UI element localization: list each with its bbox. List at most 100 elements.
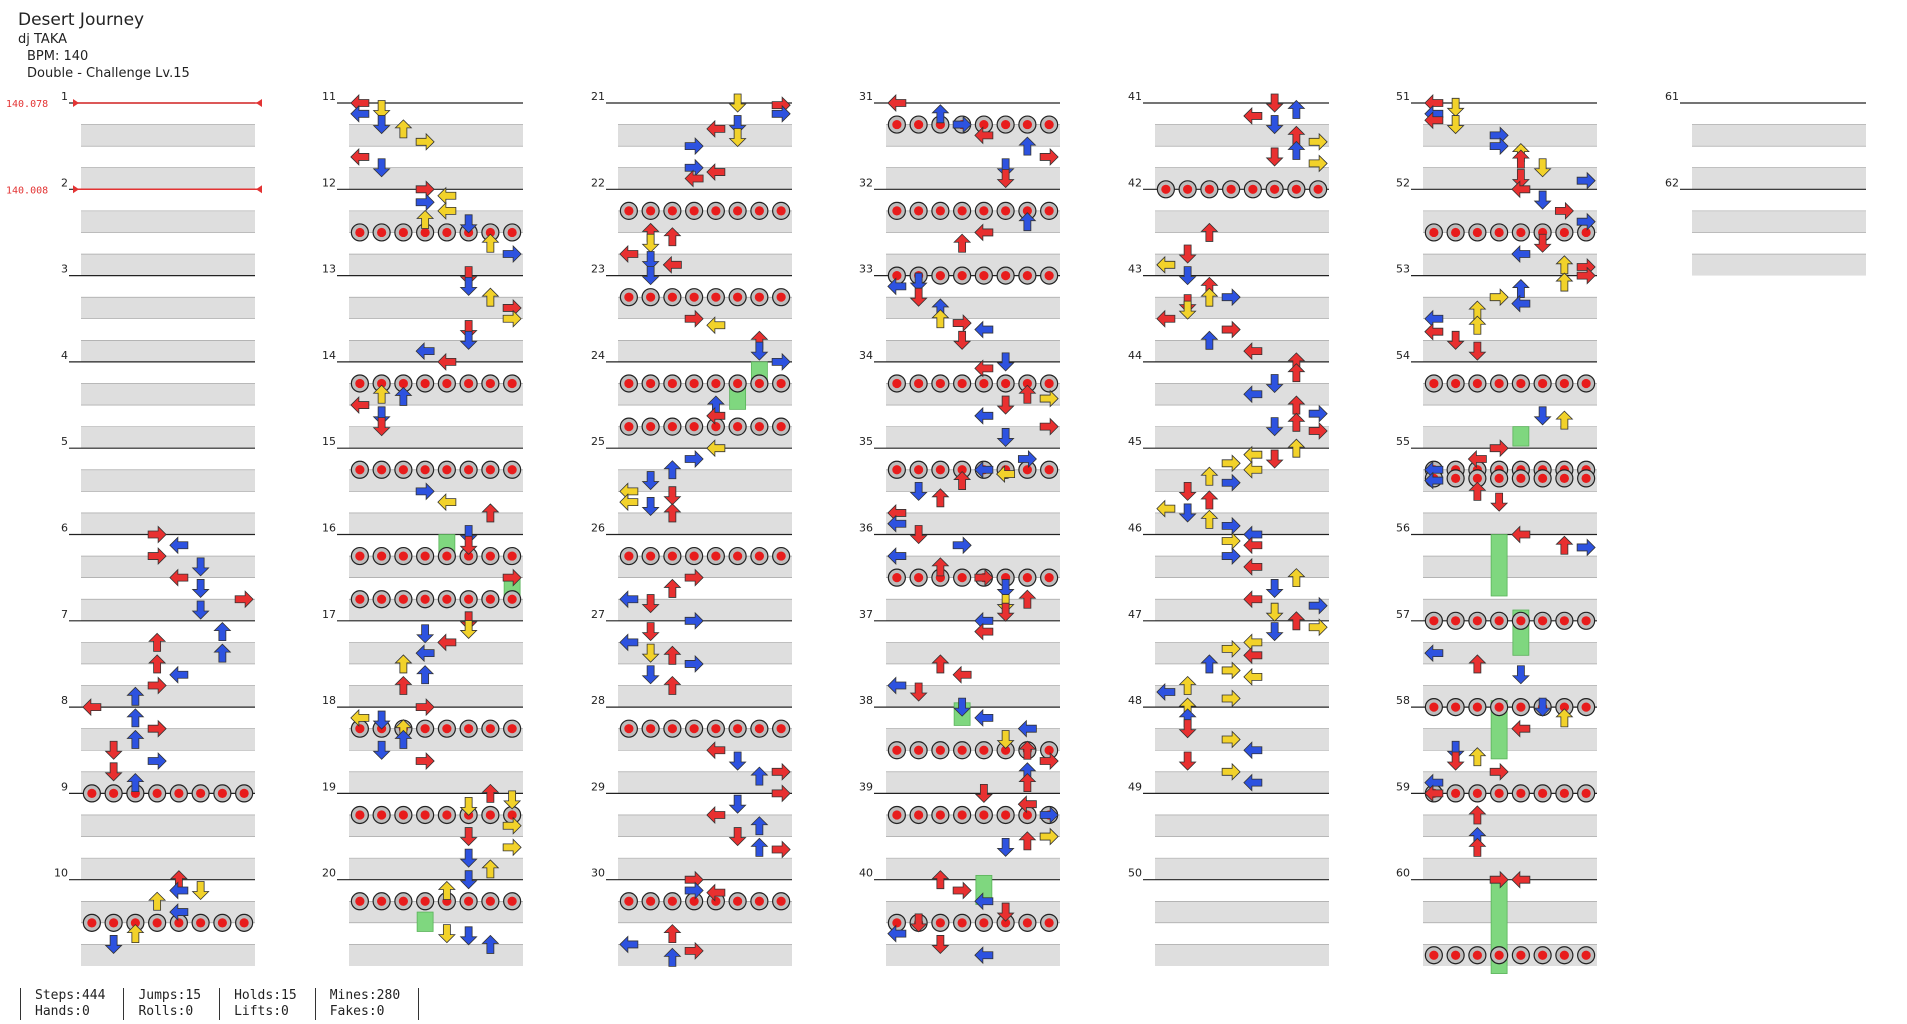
stat-steps: Steps:444: [35, 988, 106, 1003]
step-arrow: [1221, 639, 1241, 658]
step-arrow: [191, 600, 210, 620]
mine-core: [377, 551, 387, 561]
mine-core: [1472, 473, 1482, 484]
step-arrow: [169, 903, 189, 922]
step-arrow: [437, 201, 457, 220]
step-arrow: [1265, 374, 1284, 394]
mine-core: [754, 292, 764, 302]
bpm-change-label: 140.078: [6, 99, 48, 110]
measure-number: 10: [54, 867, 68, 880]
mine-core: [1516, 788, 1526, 799]
mine-core: [1472, 702, 1482, 712]
mine-core: [377, 227, 387, 238]
beat-band: [1155, 814, 1329, 837]
beat-band: [81, 426, 255, 449]
step-arrow: [771, 840, 791, 859]
step-arrow: [191, 557, 210, 577]
mine-core: [442, 594, 452, 604]
beat-band: [1423, 556, 1597, 578]
beat-band: [618, 340, 792, 362]
mine-core: [689, 378, 699, 389]
stat-jumps: Jumps:15: [138, 988, 202, 1003]
mine-core: [914, 119, 924, 130]
step-arrow: [1287, 438, 1306, 458]
step-arrow: [909, 913, 928, 933]
mine-core: [1429, 378, 1439, 389]
measure-number: 30: [591, 867, 605, 880]
step-arrow: [416, 624, 435, 644]
step-arrow: [1555, 535, 1574, 555]
step-arrow: [684, 568, 704, 587]
mine-core: [507, 551, 517, 561]
step-arrow: [931, 309, 950, 329]
mine-core: [130, 918, 140, 928]
mine-core: [914, 206, 924, 216]
measure-number: 15: [322, 435, 336, 448]
step-arrow: [662, 255, 682, 274]
mine-core: [507, 594, 517, 604]
measure-number: 6: [61, 522, 68, 535]
step-arrow: [1511, 525, 1531, 544]
mine-core: [667, 422, 677, 432]
step-arrow: [1221, 532, 1241, 550]
mine-core: [1559, 788, 1569, 799]
step-arrow: [1468, 747, 1487, 767]
step-arrow: [1178, 300, 1197, 320]
step-arrow: [619, 590, 639, 609]
beat-band: [1423, 469, 1597, 492]
mine-core: [1291, 184, 1301, 194]
step-arrow: [1243, 773, 1263, 792]
beat-band: [1155, 685, 1329, 708]
measure-number: 61: [1665, 90, 1679, 103]
mine-core: [667, 724, 677, 734]
mine-core: [420, 594, 430, 604]
step-arrow: [728, 115, 747, 135]
mine-core: [733, 292, 743, 302]
step-arrow: [974, 460, 994, 479]
mine-core: [646, 292, 656, 302]
measure-number: 53: [1396, 263, 1410, 276]
step-arrow: [1511, 665, 1530, 685]
measure-number: 16: [322, 522, 336, 535]
mine-core: [754, 422, 764, 432]
step-arrow: [641, 266, 660, 286]
step-arrow: [1221, 689, 1241, 708]
mine-core: [624, 724, 634, 734]
beat-band: [1155, 512, 1329, 535]
step-arrow: [169, 536, 189, 555]
beat-band: [886, 771, 1060, 794]
mine-core: [1022, 378, 1032, 389]
beat-band: [618, 685, 792, 708]
mine-core: [355, 378, 365, 389]
beat-band: [1423, 814, 1597, 837]
step-arrow: [481, 503, 500, 523]
mine-core: [711, 378, 721, 389]
beat-band: [618, 426, 792, 449]
beat-band: [349, 685, 523, 708]
step-arrow: [641, 665, 660, 685]
mine-core: [109, 918, 119, 928]
step-arrow: [1200, 490, 1219, 510]
mine-core: [464, 378, 474, 389]
measure-number: 45: [1128, 435, 1142, 448]
beat-band: [886, 599, 1060, 621]
mine-core: [892, 206, 902, 216]
step-arrow: [996, 902, 1015, 922]
measure-number: 2: [61, 176, 68, 189]
step-arrow: [974, 406, 994, 425]
step-arrow: [481, 859, 500, 879]
step-arrow: [213, 622, 232, 641]
step-arrow: [1200, 466, 1219, 486]
mine-core: [398, 594, 408, 604]
mine-core: [1001, 378, 1011, 389]
mine-core: [1494, 616, 1504, 626]
mine-core: [1516, 702, 1526, 712]
step-arrow: [996, 465, 1016, 484]
step-arrow: [996, 169, 1015, 189]
step-arrow: [1287, 611, 1306, 631]
stat-holds: Holds:15: [234, 988, 297, 1003]
step-arrow: [641, 251, 660, 271]
step-arrow: [1156, 683, 1176, 701]
step-arrow: [1017, 450, 1037, 468]
beat-band: [886, 340, 1060, 362]
